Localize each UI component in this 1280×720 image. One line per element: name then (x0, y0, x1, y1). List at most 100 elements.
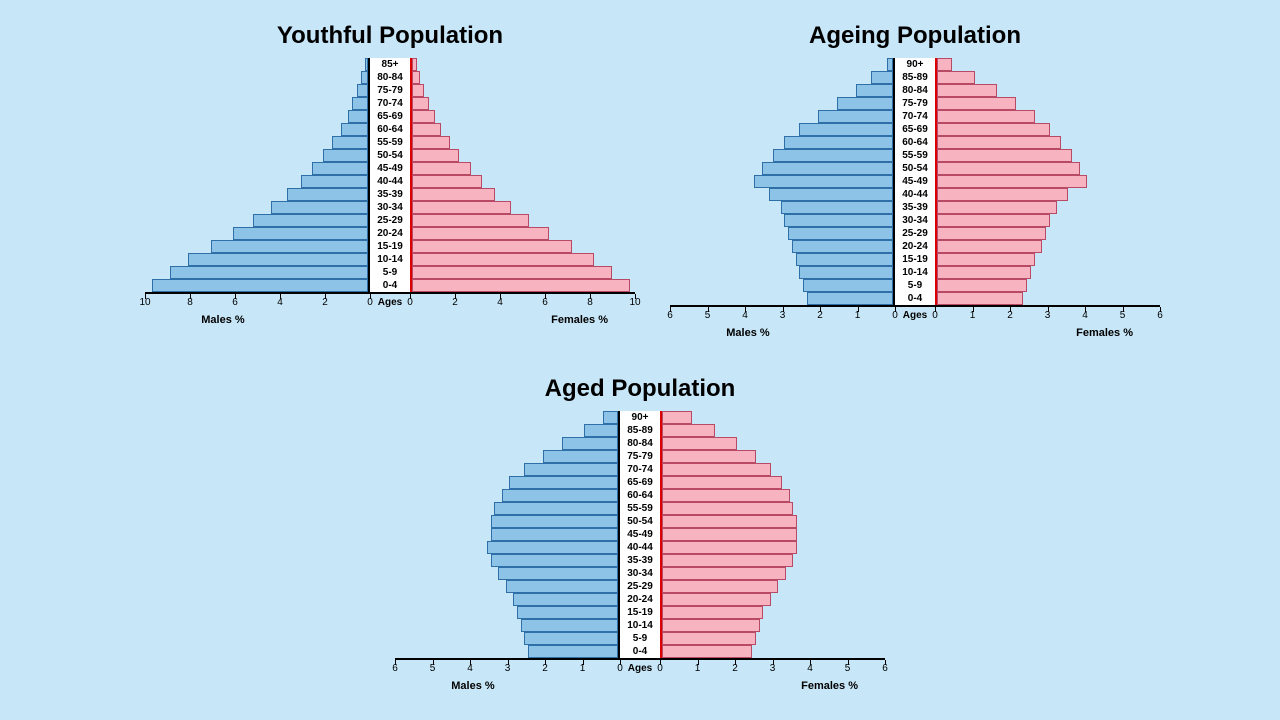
male-side (670, 149, 893, 162)
male-side (145, 97, 368, 110)
pyramid-aged: Aged Population90+85-8980-8475-7970-7465… (395, 375, 885, 674)
female-bar (412, 162, 471, 175)
male-bar (491, 528, 619, 541)
age-label: 80-84 (618, 437, 662, 450)
age-row: 30-34 (145, 201, 635, 214)
age-label: 40-44 (618, 541, 662, 554)
age-row: 35-39 (670, 201, 1160, 214)
age-label: 75-79 (368, 84, 412, 97)
female-bar (412, 227, 549, 240)
female-bar (412, 123, 441, 136)
female-side (412, 97, 635, 110)
age-row: 90+ (670, 58, 1160, 71)
bars-container: 90+85-8980-8475-7970-7465-6960-6455-5950… (670, 58, 1160, 307)
age-row: 20-24 (395, 593, 885, 606)
female-side (412, 253, 635, 266)
female-side (412, 84, 635, 97)
female-side (937, 162, 1160, 175)
male-bar (792, 240, 893, 253)
female-bar (937, 253, 1035, 266)
male-bar (799, 266, 893, 279)
age-row: 75-79 (395, 450, 885, 463)
female-side (662, 489, 885, 502)
age-row: 15-19 (670, 253, 1160, 266)
male-side (145, 110, 368, 123)
male-bar (796, 253, 894, 266)
male-bar (762, 162, 893, 175)
axis-tick-label: 4 (742, 310, 748, 321)
axis-tick-label: 3 (1045, 310, 1051, 321)
females-axis-label: Females % (1076, 327, 1133, 339)
male-bar (562, 437, 618, 450)
age-row: 85-89 (670, 71, 1160, 84)
female-bar (662, 645, 752, 658)
female-side (937, 84, 1160, 97)
male-side (670, 214, 893, 227)
axis-tick-label: 3 (780, 310, 786, 321)
female-side (662, 593, 885, 606)
female-side (662, 437, 885, 450)
pyramid-title: Ageing Population (670, 22, 1160, 50)
male-bar (361, 71, 368, 84)
female-bar (937, 58, 952, 71)
age-label: 0-4 (368, 279, 412, 292)
age-label: 60-64 (618, 489, 662, 502)
male-side (395, 450, 618, 463)
age-row: 70-74 (145, 97, 635, 110)
male-bar (494, 502, 618, 515)
female-bar (937, 136, 1061, 149)
female-side (937, 188, 1160, 201)
female-side (412, 162, 635, 175)
female-side (937, 149, 1160, 162)
age-label: 85-89 (618, 424, 662, 437)
female-bar (662, 502, 793, 515)
male-side (670, 97, 893, 110)
male-side (670, 136, 893, 149)
male-side (395, 541, 618, 554)
female-bar (662, 489, 790, 502)
male-bar (341, 123, 368, 136)
age-row: 50-54 (395, 515, 885, 528)
age-label: 0-4 (618, 645, 662, 658)
ages-axis-label: Ages (378, 297, 402, 308)
males-axis-label: Males % (201, 314, 244, 326)
age-label: 5-9 (893, 279, 937, 292)
female-side (937, 266, 1160, 279)
female-side (412, 149, 635, 162)
male-side (145, 227, 368, 240)
male-side (395, 437, 618, 450)
male-bar (603, 411, 618, 424)
male-bar (152, 279, 368, 292)
age-label: 30-34 (368, 201, 412, 214)
male-side (670, 201, 893, 214)
female-bar (937, 149, 1072, 162)
female-bar (662, 593, 771, 606)
age-label: 70-74 (368, 97, 412, 110)
age-row: 55-59 (670, 149, 1160, 162)
axis-tick-label: 1 (695, 663, 701, 674)
age-label: 50-54 (618, 515, 662, 528)
age-label: 25-29 (893, 227, 937, 240)
male-side (395, 528, 618, 541)
female-bar (937, 71, 975, 84)
age-row: 35-39 (395, 554, 885, 567)
female-bar (662, 567, 786, 580)
axis-tick-label: 4 (497, 297, 503, 308)
age-label: 35-39 (368, 188, 412, 201)
male-bar (357, 84, 368, 97)
males-axis-label: Males % (451, 680, 494, 692)
female-bar (937, 110, 1035, 123)
age-label: 75-79 (618, 450, 662, 463)
male-side (670, 253, 893, 266)
x-axis: 00112233445566AgesMales %Females % (670, 307, 1160, 321)
age-label: 5-9 (618, 632, 662, 645)
female-side (662, 554, 885, 567)
age-row: 65-69 (670, 123, 1160, 136)
age-label: 30-34 (893, 214, 937, 227)
female-bar (662, 541, 797, 554)
female-bar (412, 201, 511, 214)
female-side (662, 580, 885, 593)
age-row: 70-74 (395, 463, 885, 476)
female-bar (937, 84, 997, 97)
male-bar (509, 476, 618, 489)
